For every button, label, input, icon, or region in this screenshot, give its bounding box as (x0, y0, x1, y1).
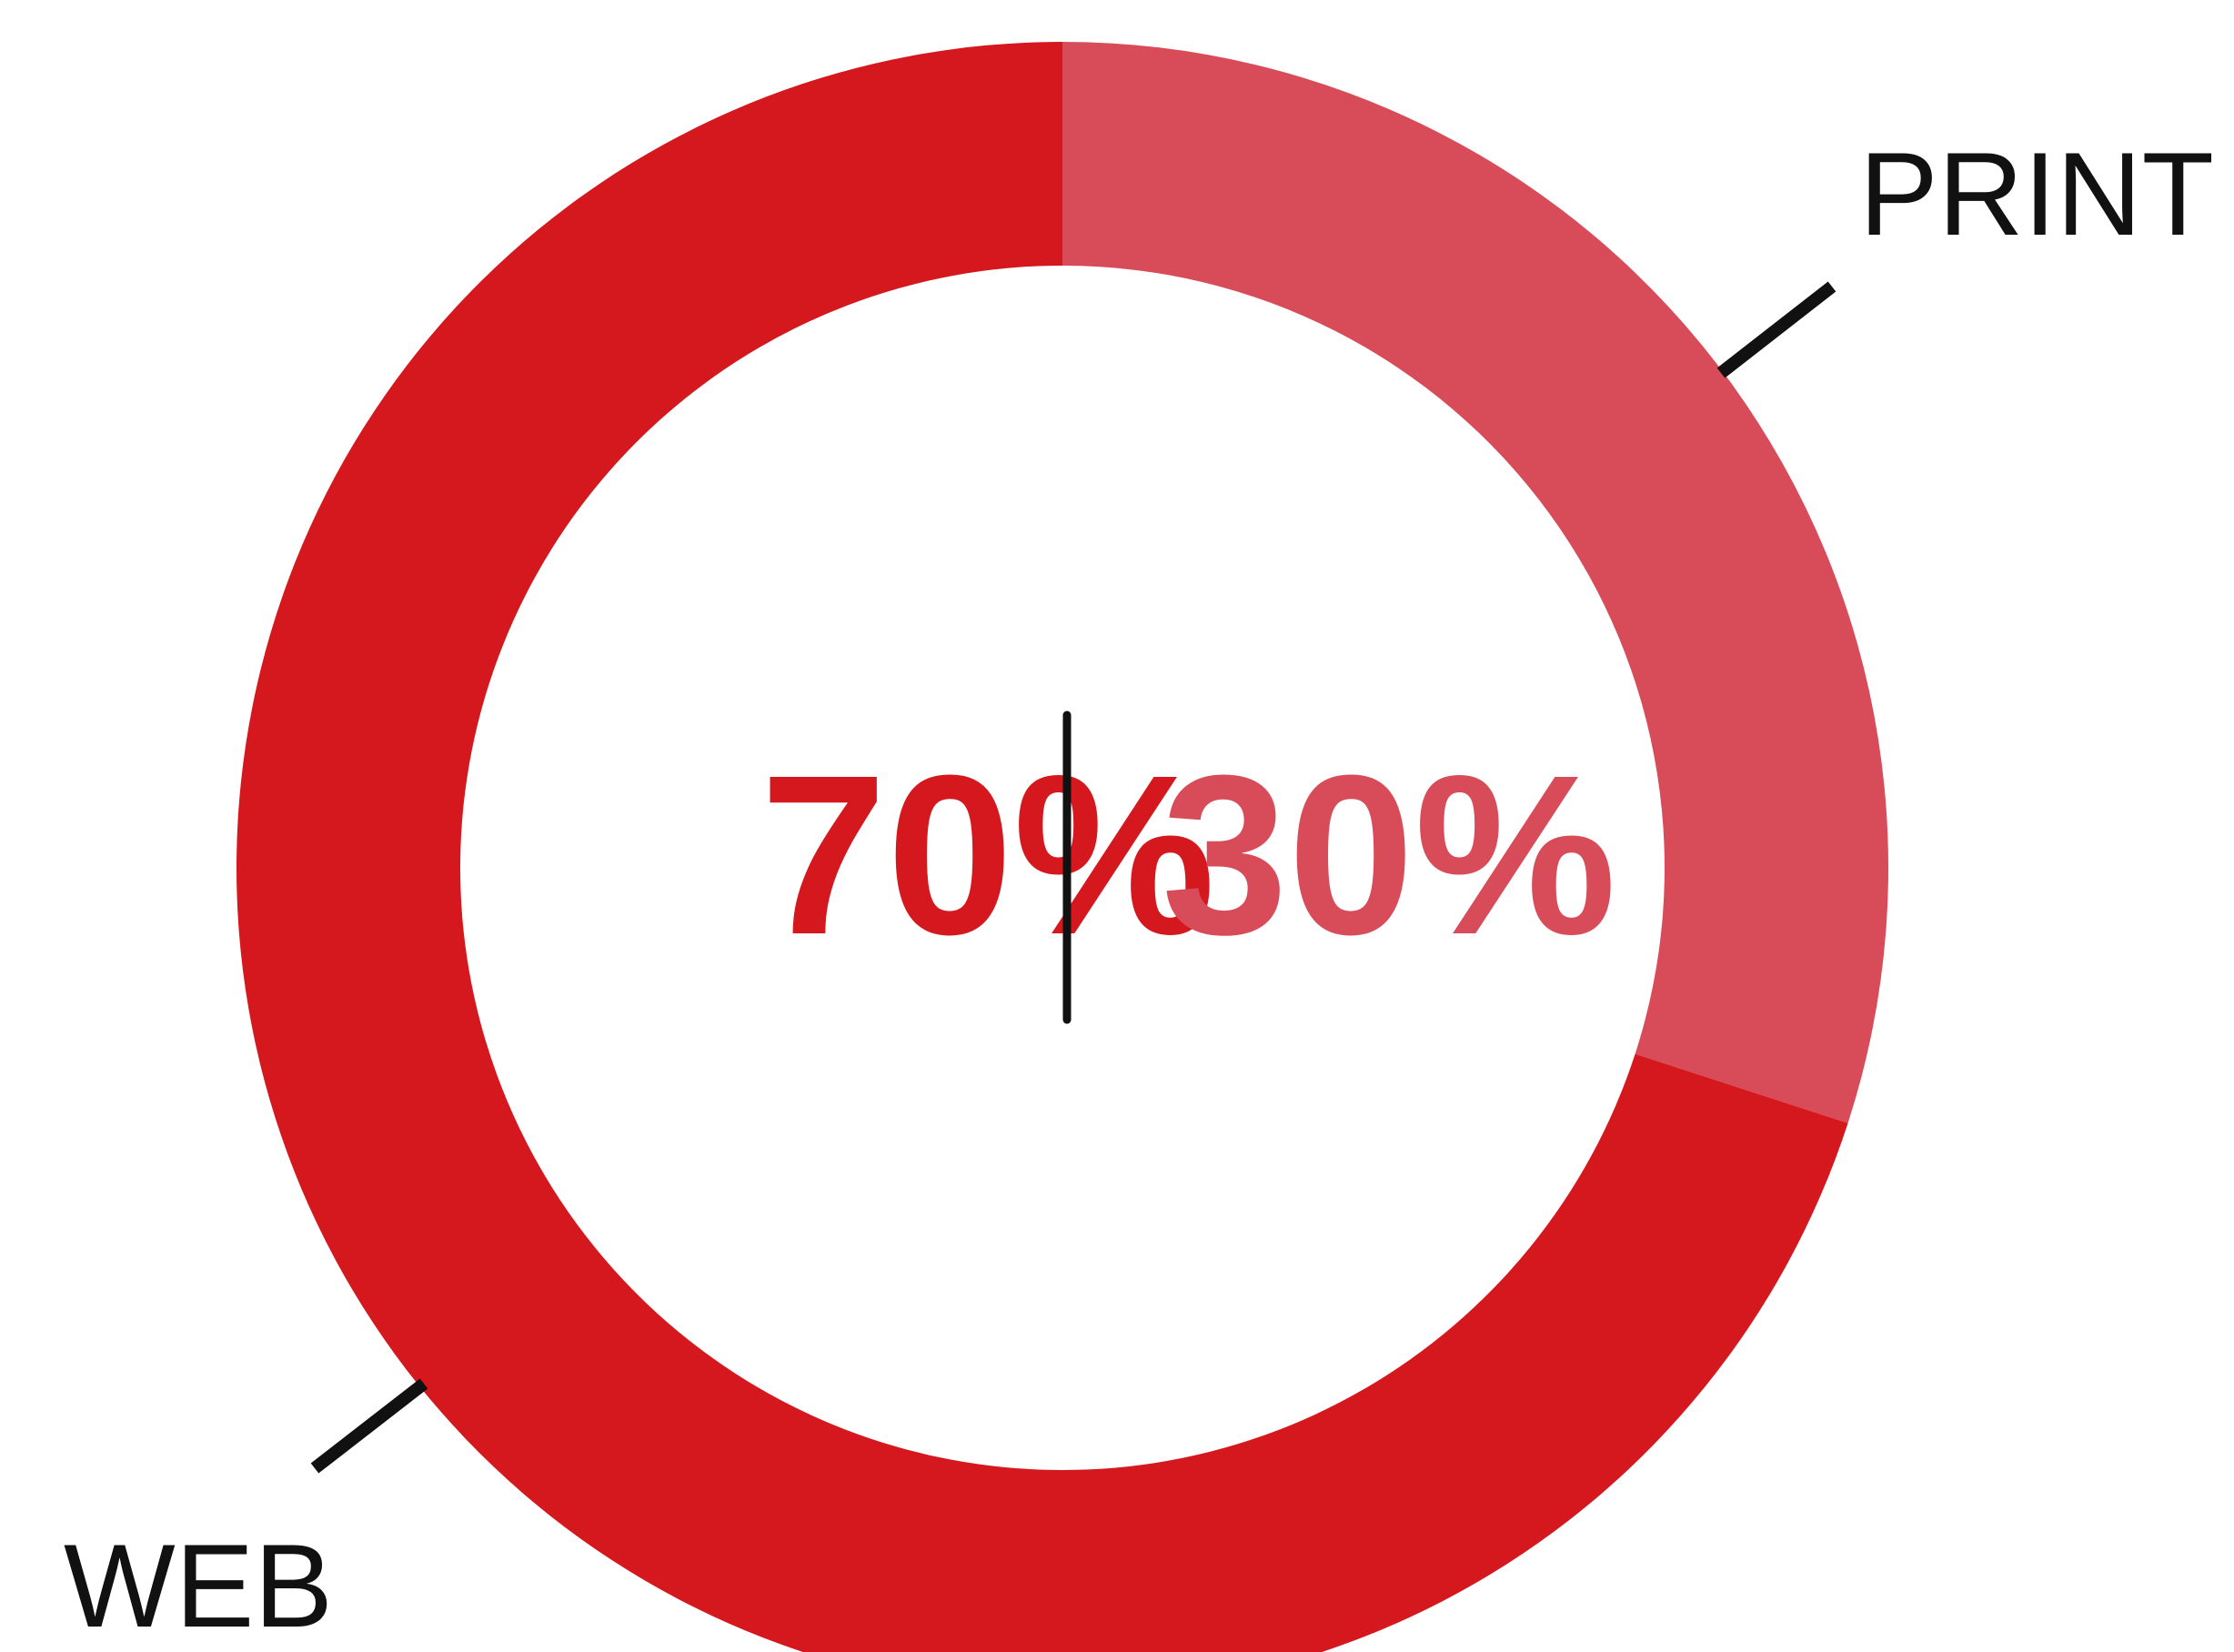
slice-print (1062, 42, 1888, 1123)
value-label-web: 70% (760, 728, 1215, 982)
print-leader-line (1716, 281, 1837, 378)
category-label-print: PRINT (1859, 127, 2214, 260)
value-label-print: 30% (1162, 728, 1616, 982)
web-leader-line (310, 1378, 428, 1474)
donut-slices (236, 42, 1888, 1652)
category-label-web: WEB (64, 1519, 333, 1652)
